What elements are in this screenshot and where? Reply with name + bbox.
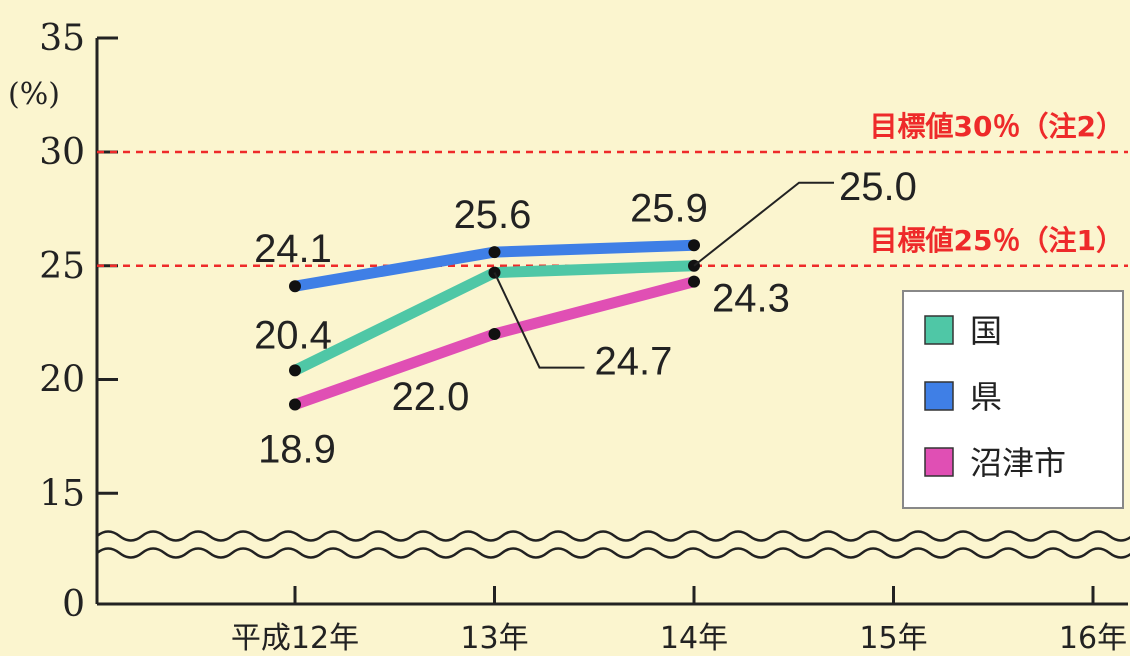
data-point [289,280,301,293]
axis-break [96,530,1130,559]
data-label: 24.1 [254,227,332,271]
data-label: 18.9 [258,428,336,472]
y-tick-label: 30 [39,132,85,173]
leader-line [693,181,834,267]
data-label: 20.4 [254,313,332,357]
y-tick-label: 0 [62,584,85,625]
x-tick-label: 15年 [859,621,927,656]
y-tick-label: 35 [39,18,85,59]
data-label: 24.7 [595,340,673,384]
target-lines: 目標値30％（注2） 目標値25％（注1） [97,110,1128,267]
legend-label: 沼津市 [970,444,1066,482]
target-label-30: 目標値30％（注2） [870,110,1124,143]
legend-label: 県 [970,378,1002,416]
legend-swatch [924,447,954,477]
data-point [289,364,301,377]
data-label: 22.0 [392,375,470,419]
y-tick-label: 25 [39,246,85,287]
x-tick-label: 16年 [1059,621,1127,656]
data-point [688,275,700,288]
data-label: 25.6 [454,193,532,237]
data-label: 24.3 [712,277,790,321]
data-point [289,398,301,411]
y-unit-label: (%) [8,77,60,112]
data-point [688,239,700,252]
x-ticks: 平成12年 13年 14年 15年 16年 [231,586,1127,656]
data-point [488,328,501,340]
data-label: 25.9 [630,186,708,230]
data-label: 25.0 [839,165,917,209]
leader-lines [493,181,834,369]
legend-swatch [924,381,954,411]
leader-line [493,272,585,369]
data-labels: 20.4 24.7 25.0 24.1 25.6 25.9 18.9 22.0 24.3 [254,165,917,472]
x-tick-label: 14年 [660,621,728,656]
target-label-25: 目標値25％（注1） [870,224,1124,257]
data-point [488,246,501,259]
x-tick-label: 平成12年 [231,621,359,656]
y-tick-label: 15 [39,473,85,514]
x-tick-label: 13年 [460,621,528,656]
y-tick-label: 20 [39,360,85,401]
legend-label: 国 [970,312,1002,350]
legend-swatch [924,315,954,345]
